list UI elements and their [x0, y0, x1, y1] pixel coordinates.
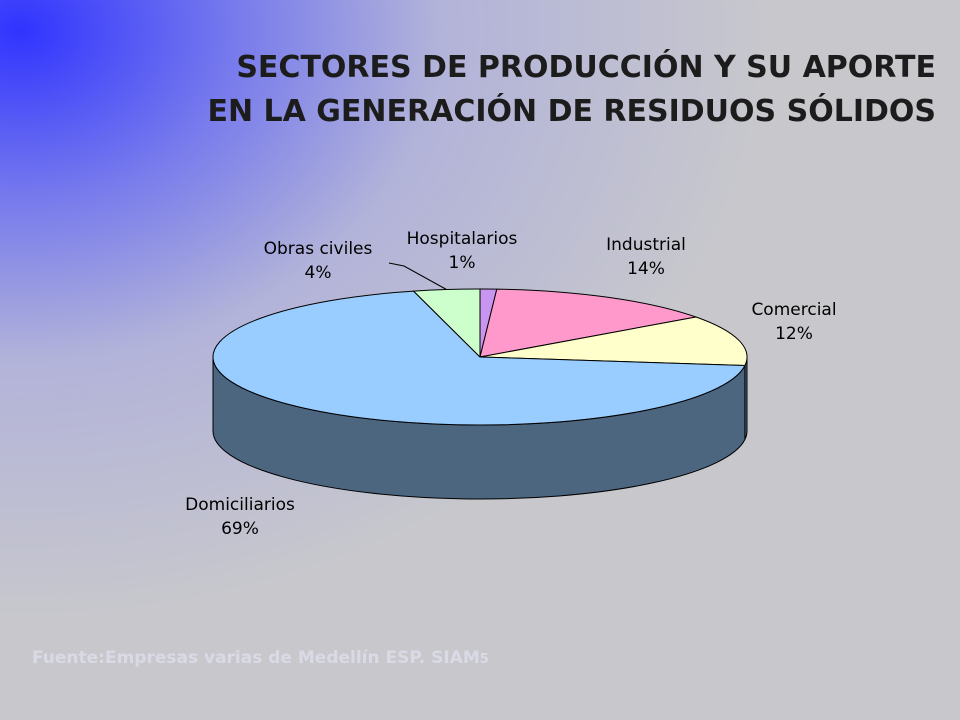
pie-slice-obras-civiles: [413, 288, 481, 358]
slice-percent-obras-civiles: 4%: [305, 263, 332, 283]
pie-slices: [212, 288, 748, 426]
source-suffix: 5: [479, 652, 489, 667]
title-line-1: SECTORES DE PRODUCCIÓN Y SU APORTE: [236, 50, 936, 85]
slice-percent-domiciliarios: 69%: [221, 519, 259, 539]
source-text: Fuente:Empresas varias de Medellín ESP. …: [32, 648, 480, 668]
source-note: Fuente:Empresas varias de Medellín ESP. …: [32, 648, 489, 668]
slice-label-hospitalarios: Hospitalarios: [407, 229, 518, 249]
slice-label-comercial: Comercial: [751, 300, 836, 320]
slice-percent-hospitalarios: 1%: [449, 253, 476, 273]
slice-label-industrial: Industrial: [606, 235, 686, 255]
slice-percent-comercial: 12%: [775, 324, 813, 344]
slice-percent-industrial: 14%: [627, 259, 665, 279]
leader-lines: [388, 262, 447, 290]
title-line-2: EN LA GENERACIÓN DE RESIDUOS SÓLIDOS: [207, 94, 936, 129]
slice-label-obras-civiles: Obras civiles: [264, 239, 373, 259]
slice-labels: Hospitalarios 1% Industrial 14% Comercial 12%…: [185, 229, 836, 539]
slice-label-domiciliarios: Domiciliarios: [185, 495, 295, 515]
chart-title: SECTORES DE PRODUCCIÓN Y SU APORTE EN LA…: [60, 46, 936, 134]
pie-slice-domiciliarios: [212, 290, 746, 426]
pie-slice-comercial: [479, 316, 748, 366]
pie-slice-industrial: [479, 288, 697, 358]
leader-line-obras-civiles: [388, 262, 447, 290]
